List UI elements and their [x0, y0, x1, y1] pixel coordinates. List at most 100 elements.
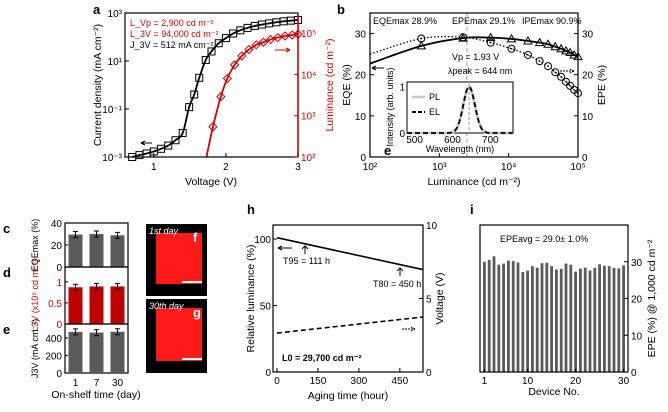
eqe-point — [416, 40, 427, 50]
image-label-g: g — [193, 305, 201, 320]
y-axis-label: EPE (%) @ 1,000 cd m⁻² — [646, 239, 658, 357]
epe-point-dot — [420, 37, 423, 40]
bar — [574, 271, 577, 372]
bar — [535, 267, 539, 372]
x-axis-label: Voltage (V) — [185, 176, 237, 188]
epe-point — [459, 33, 468, 42]
y-tick-label: 0 — [360, 153, 366, 164]
eqe-point — [543, 39, 553, 48]
bar — [110, 331, 125, 373]
eqe-point — [556, 43, 566, 53]
y2-tick-label: 20 — [582, 71, 594, 82]
bar — [492, 256, 496, 372]
epe-point-dot — [489, 41, 492, 44]
y2-axis-label: EPE (%) — [596, 65, 608, 105]
bar — [579, 268, 582, 372]
bar — [526, 270, 529, 372]
epe-point — [523, 50, 532, 59]
annotation-eqemax: EQEmax 28.9% — [373, 16, 437, 26]
lv-point — [208, 122, 218, 132]
x-axis-label: Luminance (cd m⁻²) — [427, 176, 520, 188]
panel-label-d: d — [3, 265, 11, 280]
bar — [521, 272, 525, 372]
bar — [516, 262, 520, 372]
scale-bar — [182, 281, 202, 283]
legend-el: EL — [429, 107, 440, 117]
image-label-f: f — [193, 230, 198, 245]
epe-point — [551, 68, 560, 77]
arrow-right-icon — [402, 326, 416, 332]
bar — [555, 269, 558, 372]
y-tick-label: 10 — [355, 112, 367, 123]
arrow-up-icon — [301, 245, 309, 254]
lv-curve — [205, 33, 299, 158]
annotation-t80: T80 = 450 h — [373, 279, 421, 289]
arrow-left-icon — [277, 245, 292, 251]
epe-point — [417, 34, 426, 43]
inset-x-axis-label: Wavelength (nm) — [426, 144, 494, 154]
y-tick-label: 10¹ — [108, 57, 123, 68]
epe-point — [557, 72, 566, 81]
bar — [110, 286, 125, 324]
lv-point — [251, 40, 261, 50]
epe-point-dot — [565, 80, 567, 83]
epe-point-dot — [538, 60, 541, 62]
jv-point — [190, 90, 199, 99]
epe-point-dot — [569, 85, 571, 87]
y2-tick-label: 10² — [301, 153, 316, 164]
eqe-point — [565, 47, 575, 56]
error-bar — [115, 328, 120, 336]
jv-point — [201, 56, 210, 65]
y2-axis-label: Luminance (cd m⁻²) — [324, 38, 336, 131]
panel-label-b: b — [337, 2, 345, 17]
error-bar — [94, 230, 99, 238]
panel-label-e: e — [3, 322, 10, 337]
bar — [89, 332, 104, 373]
annotation-l3v: L_3V = 94,000 cd m⁻² — [130, 29, 219, 39]
y2-tick-label: 10 — [426, 221, 438, 232]
emitting-area — [156, 308, 202, 361]
annotation-j3v: J_3V = 512 mA cm⁻² — [130, 40, 214, 50]
x-tick-label: 450 — [392, 376, 409, 387]
lv-point — [244, 44, 254, 55]
x-tick-label: 10⁵ — [570, 162, 585, 173]
emitting-area — [156, 233, 202, 284]
y2-tick-label: 10⁵ — [301, 29, 316, 40]
bar — [603, 265, 606, 372]
lv-point — [237, 51, 247, 61]
y-tick-label: 10⁻¹ — [102, 105, 122, 116]
eqe-point — [523, 35, 533, 45]
arrow-left-icon — [140, 140, 152, 146]
epe-point — [507, 44, 516, 53]
y-tick-label: 100 — [254, 235, 271, 246]
epe-point-dot — [510, 47, 513, 50]
lv-point — [273, 32, 283, 43]
y-axis-label: L3V (x10⁵ cd m⁻²) — [30, 259, 40, 332]
x-tick-label: 3 — [295, 162, 301, 173]
y-tick-label: 0 — [265, 368, 271, 379]
epe-point — [561, 77, 570, 86]
annotation-vp: Vp = 1.93 V — [452, 52, 499, 62]
bar — [593, 267, 597, 372]
eqe-point — [561, 45, 571, 55]
y-axis-label: EQEmax (%) — [30, 219, 40, 272]
lv-point — [258, 37, 269, 47]
inset-x-tick-label: 500 — [406, 135, 423, 146]
y2-tick-label: 0 — [426, 368, 432, 379]
jv-point — [195, 73, 204, 82]
lv-point — [229, 60, 240, 70]
bar — [540, 263, 544, 372]
y2-tick-label: 10³ — [301, 112, 316, 123]
jv-point — [171, 136, 180, 145]
jv-point — [214, 39, 223, 48]
y-tick-label: 400 — [45, 334, 62, 345]
x-axis-label: On-shelf time (day) — [51, 389, 140, 401]
y-tick-label: 0 — [56, 263, 62, 274]
x-axis-label: Aging time (hour) — [308, 390, 389, 402]
x-tick-label: 1 — [73, 378, 79, 389]
panel-label-i: i — [470, 202, 474, 217]
epe-point-dot — [547, 65, 549, 67]
epe-point-dot — [560, 75, 562, 78]
arrow-left-icon — [371, 65, 384, 71]
y-axis-label: Current density (mA cm⁻²) — [92, 24, 104, 146]
